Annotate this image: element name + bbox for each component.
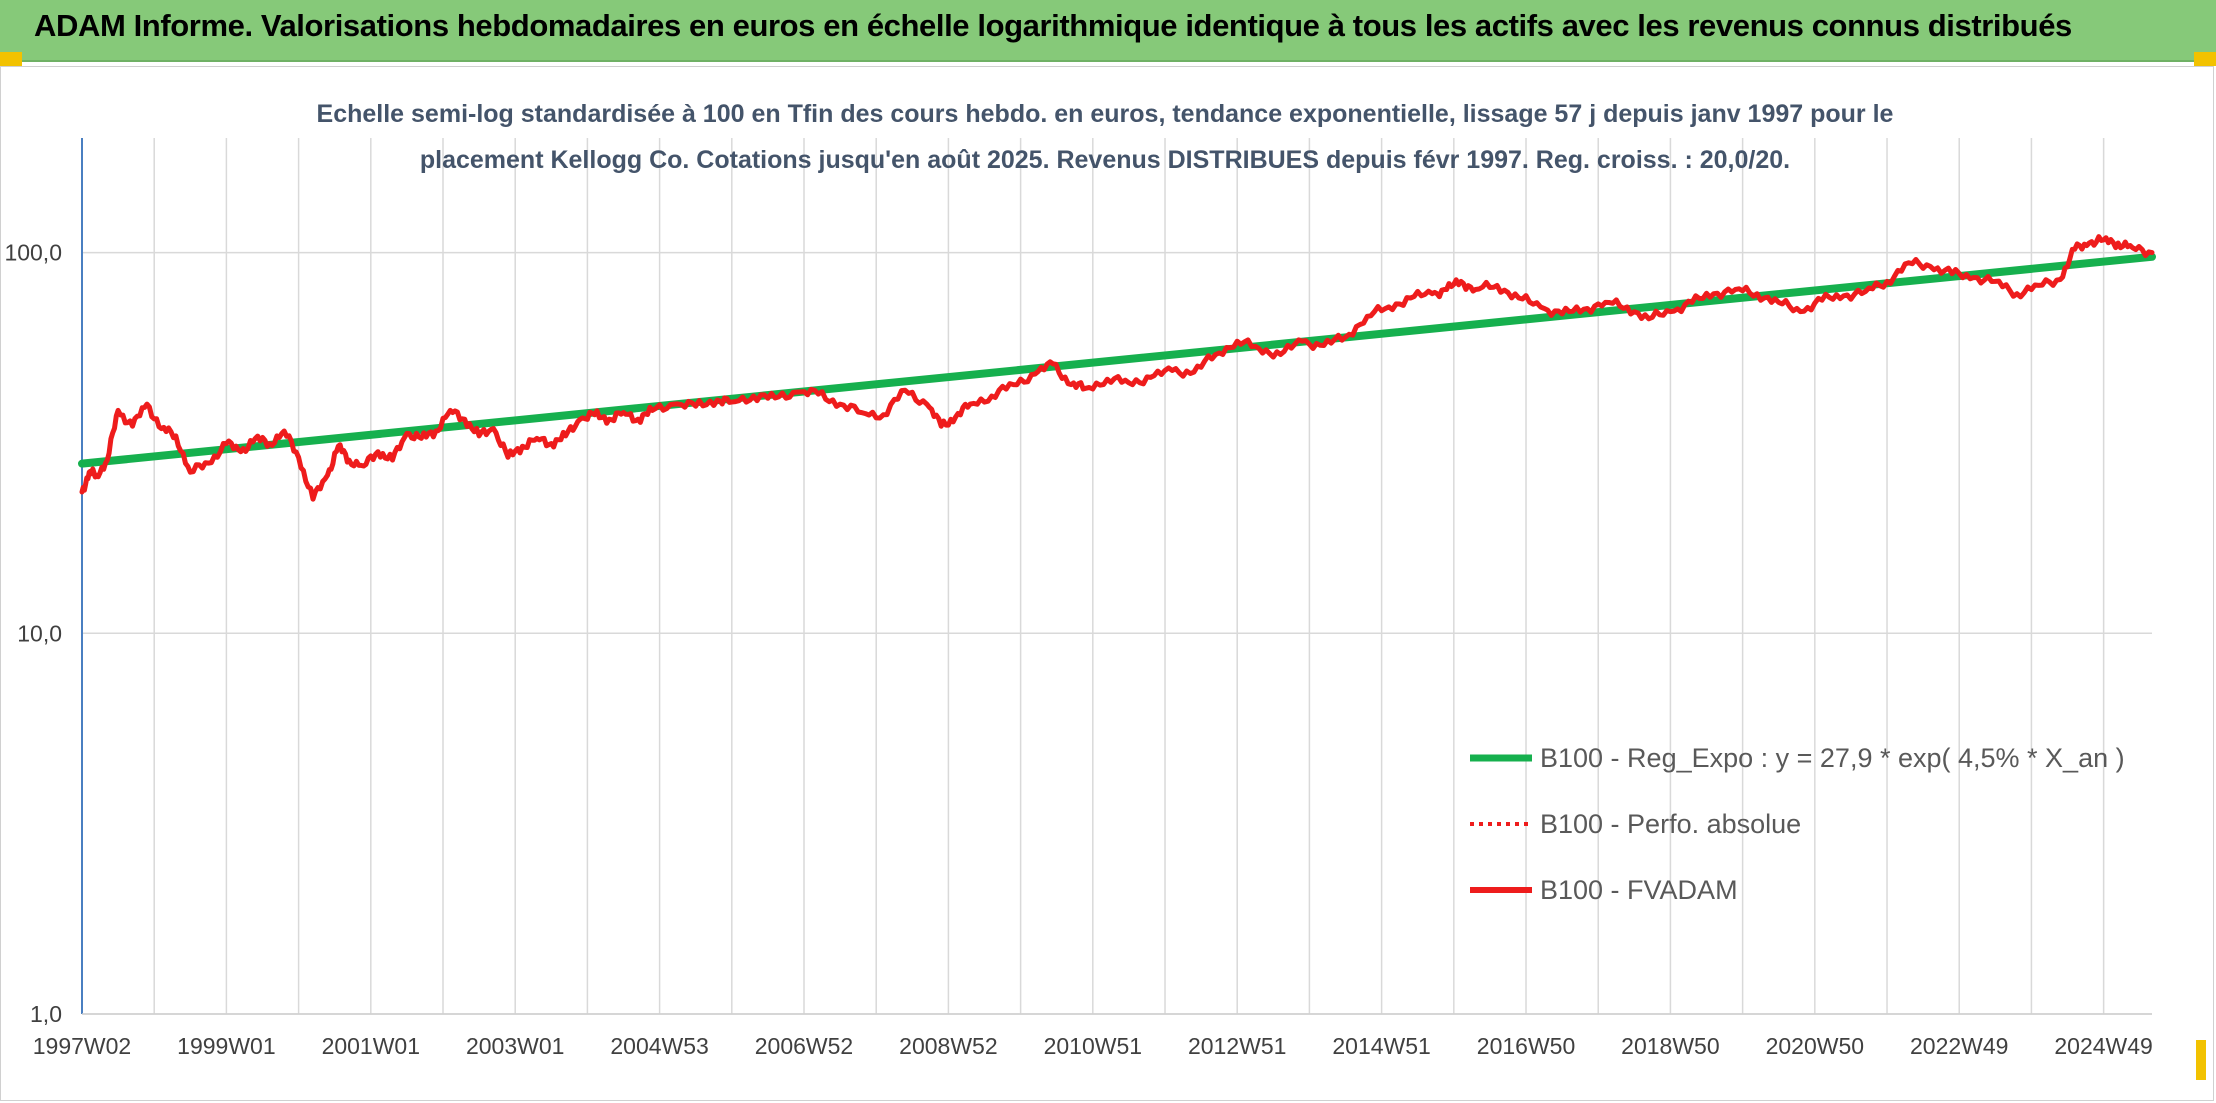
y-tick-label: 10,0 (17, 620, 62, 646)
horizontal-gridlines (81, 138, 2152, 1015)
y-tick-label: 1,0 (30, 1001, 62, 1027)
series-line-regression (78, 252, 2156, 468)
x-tick-label: 2018W50 (1621, 1033, 1719, 1059)
legend-label: B100 - Perfo. absolue (1540, 809, 1801, 839)
title-bar: ADAM Informe. Valorisations hebdomadaire… (0, 0, 2216, 62)
legend-label: B100 - FVADAM (1540, 875, 1738, 905)
x-tick-label: 2016W50 (1477, 1033, 1575, 1059)
chart-subtitle-line2: placement Kellogg Co. Cotations jusqu'en… (420, 146, 1790, 174)
x-tick-label: 2020W50 (1766, 1033, 1864, 1059)
series-line-fvadam (79, 234, 2155, 502)
chart-subtitle-line1: Echelle semi-log standardisée à 100 en T… (317, 100, 1894, 128)
x-tick-label: 2004W53 (610, 1033, 708, 1059)
x-tick-label: 2008W52 (899, 1033, 997, 1059)
x-tick-label: 2014W51 (1332, 1033, 1430, 1059)
x-tick-label: 2001W01 (322, 1033, 420, 1059)
y-tick-labels: 1,0 10,0 100,0 (4, 240, 62, 1027)
corner-mark-right (2194, 52, 2216, 66)
x-tick-label: 1997W02 (33, 1033, 131, 1059)
legend: B100 - Reg_Expo : y = 27,9 * exp( 4,5% *… (1470, 743, 2125, 905)
x-tick-label: 1999W01 (177, 1033, 275, 1059)
side-mark (2196, 1040, 2206, 1080)
y-tick-label: 100,0 (4, 240, 62, 266)
x-tick-label: 2006W52 (755, 1033, 853, 1059)
legend-label: B100 - Reg_Expo : y = 27,9 * exp( 4,5% *… (1540, 743, 2125, 773)
series-layer (78, 234, 2156, 502)
x-tick-label: 2024W49 (2054, 1033, 2152, 1059)
chart-frame (0, 66, 2214, 1101)
x-tick-labels: 1997W02 1999W01 2001W01 2003W01 2004W53 2006W… (33, 1033, 2153, 1059)
corner-mark-left (0, 52, 22, 66)
x-tick-label: 2012W51 (1188, 1033, 1286, 1059)
x-tick-label: 2003W01 (466, 1033, 564, 1059)
page-title: ADAM Informe. Valorisations hebdomadaire… (34, 8, 2072, 43)
x-tick-label: 2010W51 (1044, 1033, 1142, 1059)
vertical-gridlines (153, 138, 2105, 1014)
x-tick-label: 2022W49 (1910, 1033, 2008, 1059)
